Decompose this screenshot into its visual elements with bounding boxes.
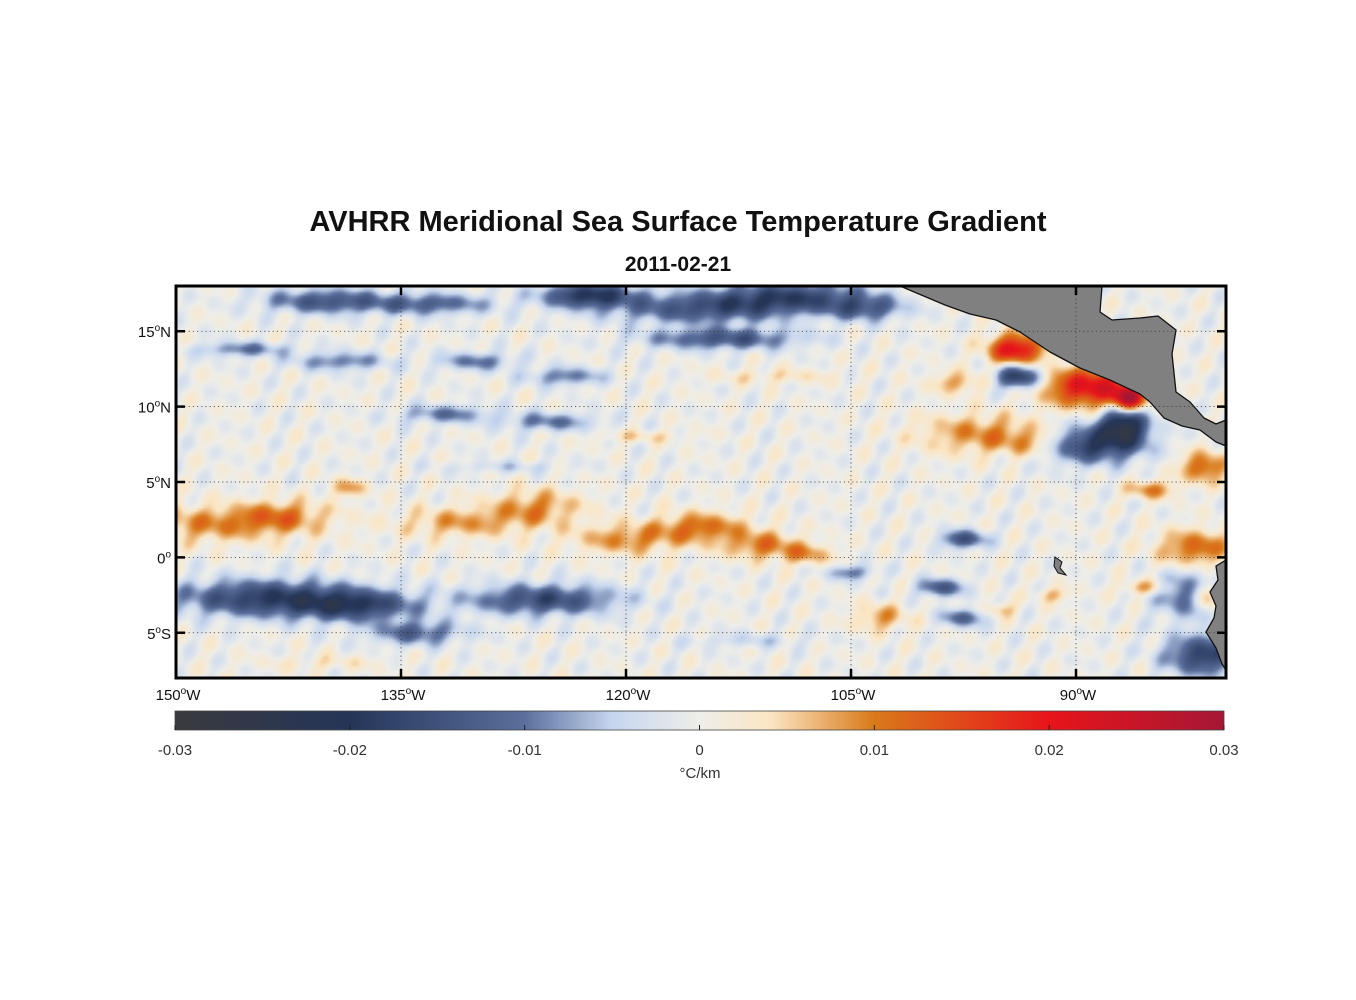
degree-symbol: o (406, 686, 412, 697)
lat-tick-label: 10oN (138, 399, 171, 417)
lon-tick-hemisphere: W (636, 687, 651, 704)
degree-symbol: o (155, 399, 161, 410)
lon-tick-hemisphere: W (1082, 687, 1097, 704)
lon-tick-hemisphere: W (861, 687, 876, 704)
lon-tick-degrees: 105 (831, 687, 856, 704)
longitude-tick-labels: 150oW 135oW 120oW 105oW 90oW (156, 686, 1097, 704)
colorbar-ticks: -0.03 -0.02 -0.01 0 0.01 0.02 0.03 (158, 725, 1239, 759)
colorbar-label: °C/km (680, 765, 721, 782)
lat-tick-hemisphere: N (160, 475, 171, 492)
lon-tick-label: 105oW (831, 686, 877, 704)
lon-tick-label: 135oW (381, 686, 427, 704)
galapagos-island (1053, 556, 1068, 576)
lon-tick-degrees: 135 (381, 687, 406, 704)
colorbar-tick-label: 0.01 (860, 742, 889, 759)
lon-tick-label: 90oW (1060, 686, 1097, 704)
lat-tick-label: 5oN (146, 474, 171, 492)
lat-tick-label: 15oN (138, 323, 171, 341)
lat-tick-degrees: 5 (147, 626, 155, 643)
lat-tick-label: 0o (157, 549, 171, 567)
colorbar-tick-label: -0.01 (508, 742, 542, 759)
degree-symbol: o (181, 686, 187, 697)
colorbar-tick-label: -0.02 (333, 742, 367, 759)
degree-symbol: o (1076, 686, 1082, 697)
lat-tick-degrees: 0 (157, 550, 165, 567)
degree-symbol: o (155, 625, 161, 636)
colorbar-tick-label: 0 (695, 742, 703, 759)
lon-tick-degrees: 150 (156, 687, 181, 704)
map-subtitle: 2011-02-21 (624, 253, 732, 276)
colorbar-tick-label: 0.03 (1209, 742, 1238, 759)
lon-tick-degrees: 90 (1060, 687, 1077, 704)
south-america-land (1205, 559, 1226, 671)
map-frame (174, 284, 1228, 680)
lon-tick-label: 120oW (606, 686, 652, 704)
lat-tick-hemisphere: N (160, 324, 171, 341)
lat-tick-label: 5oS (147, 625, 171, 643)
lon-tick-hemisphere: W (186, 687, 201, 704)
map-title: AVHRR Meridional Sea Surface Temperature… (309, 206, 1047, 238)
land-mask (899, 286, 1226, 671)
degree-symbol: o (856, 686, 862, 697)
lat-tick-hemisphere: N (160, 400, 171, 417)
lat-tick-degrees: 15 (138, 324, 155, 341)
degree-symbol: o (155, 323, 161, 334)
degree-symbol: o (155, 474, 161, 485)
graticule (176, 286, 1226, 678)
colorbar-tick-label: -0.03 (158, 742, 192, 759)
lon-tick-hemisphere: W (411, 687, 426, 704)
colorbar-tick-label: 0.02 (1035, 742, 1064, 759)
lon-tick-degrees: 120 (606, 687, 631, 704)
lat-tick-hemisphere: S (161, 626, 171, 643)
degree-symbol: o (631, 686, 637, 697)
central-america-land (899, 286, 1226, 447)
lat-tick-degrees: 10 (138, 400, 155, 417)
degree-symbol: o (165, 549, 171, 560)
lon-tick-label: 150oW (156, 686, 202, 704)
lat-tick-degrees: 5 (146, 475, 154, 492)
